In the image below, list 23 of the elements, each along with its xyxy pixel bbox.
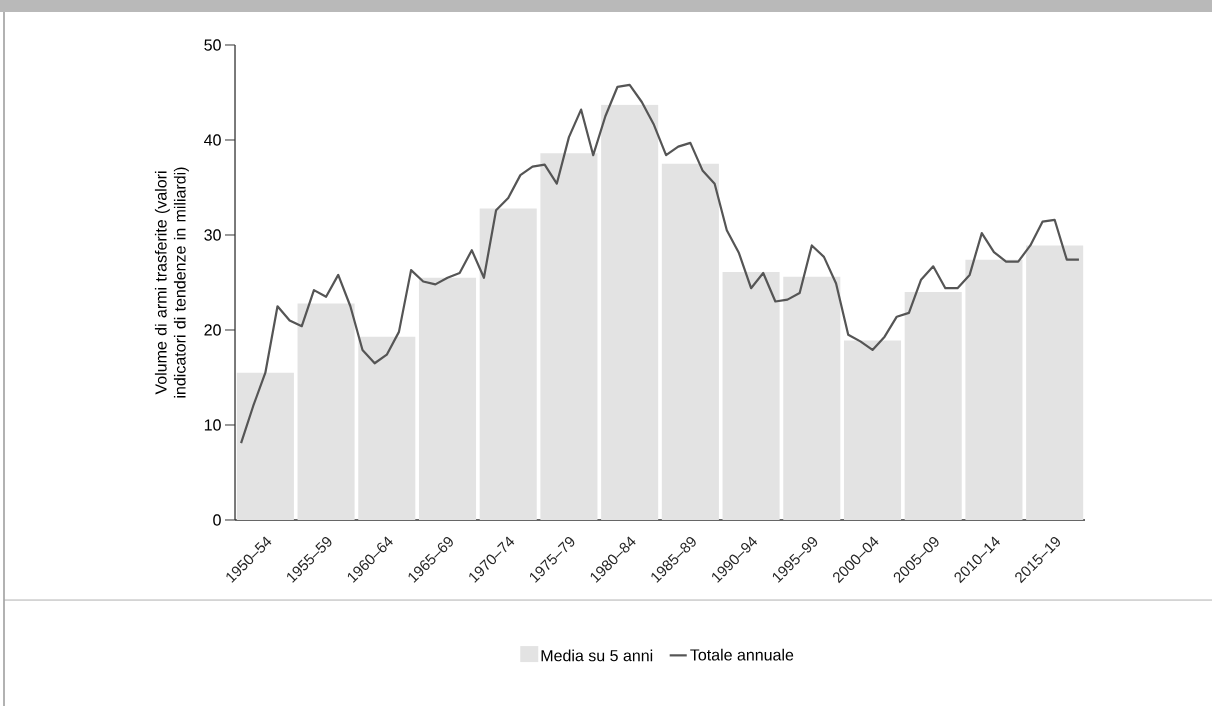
y-tick-label: 30	[204, 229, 221, 241]
bar	[540, 153, 598, 520]
y-axis-title: Volume di armi trasferite (valori indicatori di tendenze in miliardi)	[154, 167, 189, 398]
y-tick-label: 50	[204, 39, 221, 51]
bar	[843, 340, 902, 520]
legend-label: Totale annuale	[690, 648, 794, 661]
bar	[1026, 245, 1084, 520]
bar	[601, 104, 659, 520]
bar	[661, 163, 719, 520]
bar	[783, 276, 841, 520]
bar	[722, 272, 780, 520]
bar	[297, 303, 355, 520]
bar	[358, 336, 416, 520]
bar	[418, 277, 477, 520]
bar	[904, 291, 962, 520]
y-tick-label: 20	[204, 324, 221, 336]
bar	[965, 259, 1023, 520]
bar	[236, 372, 294, 520]
bar	[479, 208, 537, 520]
y-tick-label: 0	[213, 514, 221, 526]
y-tick-label: 10	[204, 419, 221, 431]
y-tick-label: 40	[204, 134, 221, 146]
legend-label: Media su 5 anni	[541, 649, 653, 662]
